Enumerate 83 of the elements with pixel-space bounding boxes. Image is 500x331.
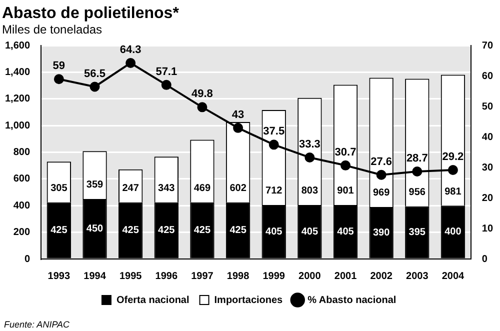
- x-tick-label: 2000: [298, 270, 322, 282]
- x-tick-label: 1998: [226, 270, 250, 282]
- data-label: 803: [301, 186, 318, 197]
- data-label: 59: [52, 60, 66, 72]
- data-label: 712: [266, 186, 283, 197]
- data-label: 43: [232, 108, 244, 121]
- x-tick-label: 1999: [262, 270, 286, 282]
- point: [412, 166, 422, 177]
- legend-label: Importaciones: [214, 294, 284, 306]
- y-tick-label: 600: [13, 174, 30, 185]
- y-tick-label: 200: [13, 227, 30, 238]
- data-label: 425: [122, 225, 140, 236]
- data-label: 395: [408, 227, 426, 238]
- data-label: 450: [86, 223, 104, 234]
- data-label: 425: [194, 225, 211, 236]
- data-label: 602: [230, 183, 247, 194]
- data-label: 901: [337, 186, 354, 197]
- point: [304, 152, 315, 162]
- data-label: 33.3: [298, 138, 320, 151]
- y2-tick-label: 0: [482, 254, 488, 265]
- data-label: 37.5: [263, 126, 285, 138]
- data-label: 425: [158, 225, 176, 236]
- legend-label: Oferta nacional: [116, 294, 190, 306]
- point: [161, 80, 172, 90]
- point: [126, 58, 136, 68]
- data-label: 969: [372, 188, 390, 199]
- x-tick-label: 2003: [406, 270, 429, 282]
- data-label: 469: [194, 183, 211, 194]
- data-label: 27.6: [370, 156, 392, 168]
- data-label: 390: [372, 227, 390, 238]
- data-label: 359: [86, 180, 104, 191]
- y-tick-label: 1,400: [4, 67, 30, 78]
- data-label: 405: [301, 226, 318, 238]
- y2-tick-label: 30: [482, 162, 494, 174]
- x-tick-label: 1994: [84, 270, 106, 282]
- y-tick-label: 0: [24, 254, 30, 265]
- source-note: Fuente: ANIPAC: [4, 320, 70, 330]
- y2-tick-label: 10: [482, 223, 494, 234]
- y-tick-label: 400: [13, 200, 30, 212]
- data-label: 49.8: [192, 88, 213, 100]
- y2-tick-label: 60: [482, 70, 494, 82]
- point: [340, 160, 351, 170]
- y2-tick-label: 20: [482, 192, 494, 204]
- data-label: 305: [50, 183, 68, 194]
- data-label: 56.5: [84, 68, 106, 80]
- x-tick-label: 1993: [48, 270, 70, 282]
- y2-tick-label: 70: [482, 40, 494, 52]
- data-label: 956: [408, 187, 426, 198]
- chart-title: Abasto de polietilenos*: [2, 5, 180, 22]
- x-tick-label: 2001: [334, 270, 358, 282]
- data-label: 405: [337, 226, 354, 238]
- y-tick-label: 800: [13, 147, 30, 158]
- point: [268, 140, 279, 150]
- point: [54, 74, 64, 84]
- y-tick-label: 1,600: [4, 40, 30, 52]
- x-tick-label: 1997: [191, 270, 214, 282]
- data-label: 405: [266, 226, 283, 238]
- data-label: 28.7: [406, 152, 428, 165]
- point: [233, 122, 244, 133]
- y-tick-label: 1,000: [4, 120, 30, 132]
- x-tick-label: 2004: [442, 270, 465, 282]
- data-label: 30.7: [334, 146, 356, 158]
- data-label: 981: [444, 186, 462, 198]
- data-label: 247: [122, 183, 140, 194]
- x-tick-label: 1995: [119, 270, 142, 282]
- data-label: 343: [158, 183, 176, 194]
- data-label: 425: [230, 225, 247, 236]
- chart-subtitle: Miles de toneladas: [2, 22, 102, 37]
- point: [197, 102, 208, 112]
- y-tick-label: 1,200: [4, 94, 30, 105]
- point: [90, 82, 100, 92]
- y2-tick-label: 40: [482, 132, 494, 143]
- x-tick-label: 1996: [155, 270, 178, 282]
- data-label: 29.2: [442, 151, 464, 164]
- x-tick-label: 2002: [370, 270, 393, 282]
- data-label: 400: [444, 226, 462, 238]
- legend-label: % Abasto nacional: [308, 294, 396, 306]
- point: [376, 170, 386, 180]
- data-label: 425: [50, 225, 68, 236]
- y2-tick-label: 50: [482, 101, 494, 112]
- data-label: 64.3: [120, 44, 142, 56]
- point: [448, 164, 458, 175]
- data-label: 57.1: [156, 66, 178, 78]
